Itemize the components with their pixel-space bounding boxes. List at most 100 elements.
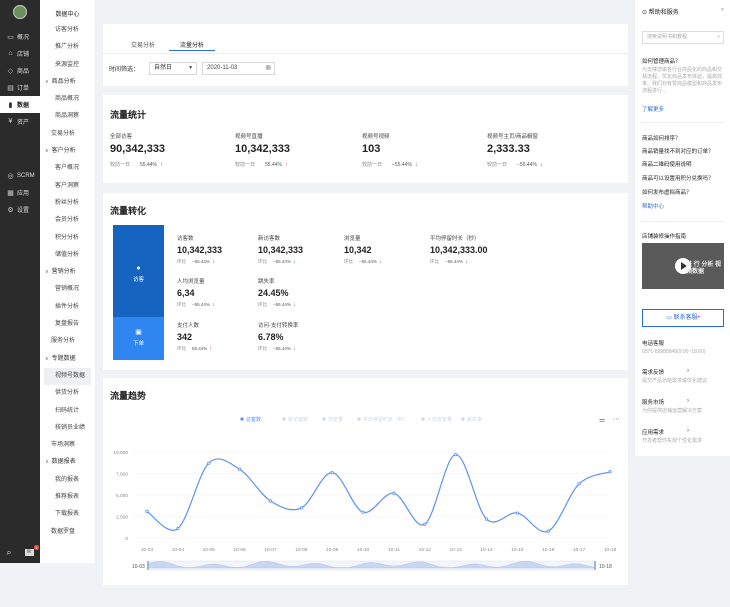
data-point (546, 529, 550, 533)
sidebar-item[interactable]: 客户洞察 (40, 178, 95, 195)
sidebar-item[interactable]: 积分分析 (40, 230, 95, 247)
sidebar-item[interactable]: 数据罗盘 (40, 524, 95, 541)
data-point (238, 467, 242, 471)
shop-avatar[interactable] (13, 5, 27, 19)
service-market-link[interactable]: 服务市场 (642, 400, 665, 406)
sidebar-item[interactable]: 核销员业绩 (40, 420, 95, 437)
sidebar-group[interactable]: ∨ 客户分析 (40, 143, 95, 160)
help-question[interactable]: 如何管理商品？ (642, 59, 681, 65)
guide-video[interactable]: 进 行 分析 视频数据 (642, 243, 724, 289)
sidebar-item[interactable]: 推荐报表 (40, 489, 95, 506)
sidebar-group[interactable]: ∨ 专题数据 (40, 351, 95, 368)
feedback-link[interactable]: 需求反馈 (642, 370, 665, 376)
sidebar-item[interactable]: 视频号数据 (44, 367, 91, 386)
rail-item-asset[interactable]: ¥ 资产 (0, 113, 40, 130)
sidebar-item[interactable]: 下载报表 (40, 506, 95, 523)
sidebar-item[interactable]: 商品洞察 (40, 108, 95, 125)
apps-icon: ▦ (7, 189, 14, 197)
service-market-desc: 为你提供店铺运营解决方案 (642, 408, 703, 414)
help-link[interactable]: 商品可以设置用积分兑换吗？ (642, 176, 714, 182)
message-icon[interactable]: ✉ 1 (24, 544, 39, 556)
period-select[interactable]: 自然日 ▼ (149, 62, 198, 75)
rail-item-label: 商品 (17, 69, 30, 75)
play-icon[interactable] (675, 258, 691, 274)
rail-item-tag[interactable]: ◇ 商品 (0, 62, 40, 79)
sidebar-item-label: 客户洞察 (55, 182, 80, 189)
sidebar-item-label: 核销员业绩 (55, 424, 86, 431)
chevron-down-icon: ∨ (45, 459, 49, 466)
rail-item-apps[interactable]: ▦ 应用 (0, 184, 40, 201)
help-search-input[interactable]: 搜索说明书和教程 ⌕ (642, 31, 724, 44)
collapse-icon[interactable]: » (720, 7, 724, 13)
tab-trade-analysis[interactable]: 交易分析 (131, 43, 156, 49)
feedback-desc: 提交产品功能需求或优化建议 (642, 378, 708, 384)
range-handle-left (147, 561, 149, 570)
help-center-link[interactable]: 帮助中心 (642, 204, 665, 210)
message-badge: 1 (34, 544, 39, 550)
help-title: ⊙ 帮助和服务 (642, 7, 679, 16)
metric-compare: 环比 −55.44% ↓ (177, 302, 215, 308)
sidebar-item[interactable]: 访客分析 (40, 22, 95, 39)
sidebar-item[interactable]: 复盘报告 (40, 316, 95, 333)
sidebar-item-label: 数据报表 (51, 459, 76, 466)
help-link[interactable]: 如何发布虚拟商品？ (642, 190, 692, 196)
data-point (176, 526, 180, 531)
sidebar-group[interactable]: ∨ 数据报表 (40, 454, 95, 471)
stat-change: 55.44% (265, 162, 282, 168)
sidebar-item[interactable]: 服务分析 (40, 333, 95, 350)
legend-marker (322, 417, 326, 421)
rail-item-scrm[interactable]: ◎ SCRM (0, 167, 40, 184)
learn-more-link[interactable]: 了解更多 (642, 107, 665, 113)
sidebar-item[interactable]: 扫码统计 (40, 403, 95, 420)
arrow-down-icon: ↓ (464, 259, 468, 265)
tab-traffic-analysis[interactable]: 流量分析 (168, 40, 216, 51)
rail-item-monitor[interactable]: ▭ 概况 (0, 28, 40, 45)
conversion-metric: 访客数 10,342,333 环比 −55.44% ↓ (177, 234, 222, 265)
arrow-up-icon: ↑ (159, 162, 163, 168)
sidebar-item-label: 商品概况 (55, 96, 80, 103)
help-link[interactable]: 商品二维码使用说明 (642, 162, 692, 168)
rail-item-order[interactable]: ▤ 订单 (0, 79, 40, 96)
sidebar-item[interactable]: 客户概况 (40, 160, 95, 177)
search-icon[interactable]: ⌕ (6, 546, 12, 557)
help-link[interactable]: 商品如何排序？ (642, 136, 681, 142)
app-request-link[interactable]: 应用需求 (642, 430, 665, 436)
contact-service-button[interactable]: ▭ 联系客服• (642, 309, 724, 327)
user-icon: ● (136, 265, 141, 272)
rail-item-shop[interactable]: ⌂ 店铺 (0, 45, 40, 62)
metric-change: −55.44% (445, 259, 463, 264)
sidebar-item[interactable]: 市场洞察 (40, 437, 95, 454)
sidebar-item[interactable]: 插件分析 (40, 299, 95, 316)
data-point (454, 452, 458, 457)
sidebar-item[interactable]: 供货分析 (40, 385, 95, 402)
sidebar-item[interactable]: 商品概况 (40, 91, 95, 108)
stat-1: 视频号直播 10,342,333 较前一日 55.44% ↑ (235, 132, 290, 168)
legend-marker (357, 417, 361, 421)
sidebar-item[interactable]: 推广分析 (40, 39, 95, 56)
sidebar-group[interactable]: ∨ 商品分析 (40, 74, 95, 91)
sidebar-group[interactable]: ∨ 营销分析 (40, 264, 95, 281)
rail-item-chart[interactable]: ▮ 数据 (0, 96, 40, 113)
sidebar-item[interactable]: 交易分析 (40, 126, 95, 143)
help-link[interactable]: 商品销量找不到对应的订单？ (642, 149, 714, 155)
sidebar-item[interactable]: 来源监控 (40, 57, 95, 74)
arrow-up-icon: ↑ (209, 346, 213, 352)
caret-down-icon: ▼ (188, 65, 194, 71)
tag-icon: ◇ (7, 67, 14, 75)
sidebar-item[interactable]: 储值分析 (40, 247, 95, 264)
metric-compare: 环比 −55.44% ↓ (344, 259, 382, 265)
rail-item-label: 订单 (17, 86, 30, 92)
sidebar-item-label: 来源监控 (55, 61, 80, 68)
guide-title: 店铺装修操作指南 (642, 234, 687, 240)
sidebar-item[interactable]: 营销概况 (40, 281, 95, 298)
sidebar-item[interactable]: 会员分析 (40, 212, 95, 229)
sidebar-item[interactable]: 粉丝分析 (40, 195, 95, 212)
sidebar-item-label: 我的报表 (55, 476, 80, 483)
sidebar-item-label: 复盘报告 (55, 321, 80, 328)
y-tick-label: 10,000 (113, 450, 128, 456)
date-picker[interactable]: 2020-11-03 ▦ (202, 62, 276, 75)
sidebar-item[interactable]: 我的报表 (40, 472, 95, 489)
metric-label: 跳失率 (258, 279, 275, 285)
tabs-card: 交易分析 流量分析 时间筛选： 自然日 ▼ 2020-11-03 ▦ (103, 24, 628, 86)
rail-item-settings[interactable]: ⚙ 设置 (0, 201, 40, 218)
